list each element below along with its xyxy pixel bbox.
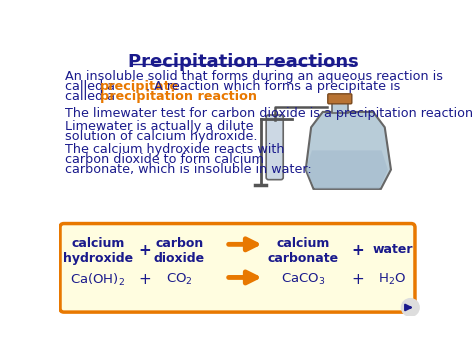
- Text: CO$_2$: CO$_2$: [166, 272, 193, 287]
- Text: H$_2$O: H$_2$O: [378, 272, 407, 287]
- FancyBboxPatch shape: [328, 94, 352, 104]
- Circle shape: [402, 299, 419, 316]
- Text: Precipitation reactions: Precipitation reactions: [128, 53, 358, 71]
- Text: precipitation reaction: precipitation reaction: [100, 89, 257, 103]
- Text: called a: called a: [65, 80, 119, 93]
- Text: . A reaction which forms a precipitate is: . A reaction which forms a precipitate i…: [146, 80, 401, 93]
- Polygon shape: [306, 151, 388, 189]
- Text: precipitate: precipitate: [100, 80, 180, 93]
- Text: carbon
dioxide: carbon dioxide: [154, 237, 205, 264]
- Text: Limewater is actually a dilute: Limewater is actually a dilute: [65, 120, 254, 133]
- Text: carbon dioxide to form calcium: carbon dioxide to form calcium: [65, 153, 264, 166]
- Text: +: +: [138, 272, 151, 287]
- Text: The calcium hydroxide reacts with: The calcium hydroxide reacts with: [65, 143, 285, 156]
- Text: calcium
carbonate: calcium carbonate: [268, 237, 339, 264]
- Text: An insoluble solid that forms during an aqueous reaction is: An insoluble solid that forms during an …: [65, 70, 444, 83]
- Polygon shape: [306, 112, 391, 189]
- Text: calcium
hydroxide: calcium hydroxide: [63, 237, 133, 264]
- Text: .: .: [203, 89, 208, 103]
- Text: The limewater test for carbon dioxide is a precipitation reaction.: The limewater test for carbon dioxide is…: [65, 106, 474, 120]
- Text: CaCO$_3$: CaCO$_3$: [281, 272, 326, 287]
- FancyBboxPatch shape: [266, 115, 283, 180]
- Text: called a: called a: [65, 89, 119, 103]
- Text: +: +: [351, 243, 364, 258]
- Bar: [332, 100, 347, 114]
- Text: solution of calcium hydroxide.: solution of calcium hydroxide.: [65, 130, 258, 143]
- Text: water: water: [372, 243, 413, 256]
- Text: +: +: [351, 272, 364, 287]
- FancyBboxPatch shape: [60, 224, 415, 312]
- Text: +: +: [138, 243, 151, 258]
- Text: Ca(OH)$_2$: Ca(OH)$_2$: [71, 272, 126, 288]
- Text: carbonate, which is insoluble in water:: carbonate, which is insoluble in water:: [65, 163, 312, 176]
